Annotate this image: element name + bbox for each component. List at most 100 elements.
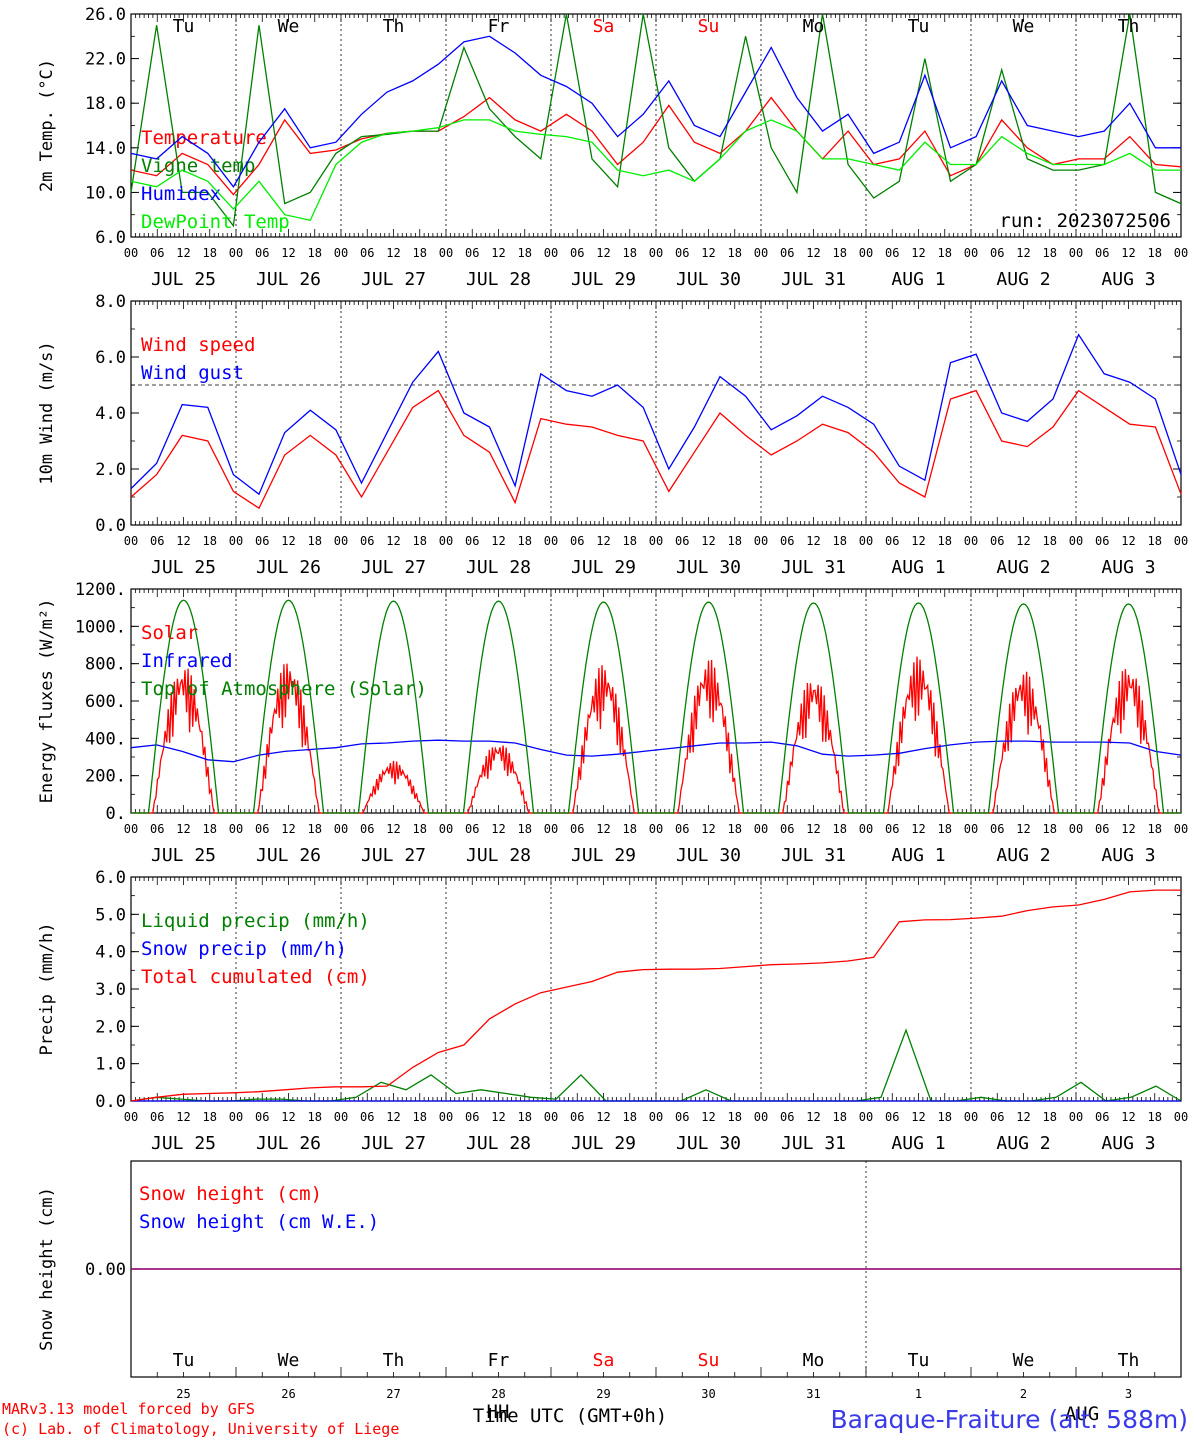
hour-label: 00 [439,822,453,836]
hour-label: 00 [229,1110,243,1124]
day-name-label: Sa [593,16,615,37]
hour-label: 06 [780,534,794,548]
date-label: AUG 1 [891,269,945,290]
legend-entry: Infrared [141,650,233,672]
hour-label: 00 [1174,534,1188,548]
date-label: JUL 30 [676,269,741,290]
hour-label: 12 [491,246,505,260]
hour-label: 06 [570,1110,584,1124]
hour-label: 12 [281,534,295,548]
hour-label: 06 [990,534,1004,548]
hour-label: 18 [728,1110,742,1124]
day-name-label: Th [1118,16,1140,37]
day-number-label: 1 [915,1387,922,1401]
legend-entry: Snow precip (mm/h) [141,938,347,960]
hour-label: 06 [360,1110,374,1124]
hour-label: 06 [150,246,164,260]
hour-label: 12 [491,534,505,548]
y-tick-label: 600. [85,692,126,712]
hour-label: 18 [1148,822,1162,836]
day-name-label: Th [1118,1350,1140,1371]
date-label: AUG 3 [1101,557,1155,578]
date-label: AUG 2 [996,269,1050,290]
date-label: JUL 26 [256,1133,321,1154]
hour-label: 00 [649,822,663,836]
hour-label: 18 [203,246,217,260]
hour-label: 12 [176,822,190,836]
station-title: Baraque-Fraiture (alt. 588m) [830,1405,1188,1434]
hour-label: 12 [596,822,610,836]
series-line-dewpoint-temp [130,119,1181,222]
date-label: JUL 28 [466,269,531,290]
legend-entry: Wind gust [141,362,244,384]
day-name-label: Tu [908,16,930,37]
y-tick-label: 0.0 [95,516,126,536]
y-tick-label: 1.0 [95,1055,126,1075]
hour-label: 00 [334,246,348,260]
hour-label: 06 [465,822,479,836]
hour-label: 12 [596,246,610,260]
hour-label: 06 [990,1110,1004,1124]
date-label: JUL 29 [571,845,636,866]
legend-entry: Solar [141,622,198,644]
hour-label: 06 [255,534,269,548]
day-number-label: 2 [1020,1387,1027,1401]
y-tick-label: 26.0 [85,5,126,25]
hour-label: 00 [229,246,243,260]
y-tick-label: 6.0 [95,868,126,888]
hour-label: 06 [360,246,374,260]
hour-label: 00 [1174,822,1188,836]
credit-line-2: (c) Lab. of Climatology, University of L… [2,1420,399,1438]
hour-label: 00 [124,246,138,260]
day-name-label: We [1013,1350,1035,1371]
legend-entry: Temperature [141,127,267,149]
series-line-wind-speed [130,389,1182,510]
date-label: JUL 26 [256,845,321,866]
hour-label: 18 [308,246,322,260]
day-name-label: We [278,16,300,37]
panel-2: 00 06 12 18 JUL 25 00 06 12 18 JUL 26 00 06 12 18 JUL … [37,292,1188,578]
date-label: JUL 27 [361,269,426,290]
hour-label: 00 [544,822,558,836]
hour-label: 12 [806,246,820,260]
hour-label: 12 [176,1110,190,1124]
series-line-humidex [130,35,1181,188]
hour-label: 06 [675,534,689,548]
hour-label: 12 [1016,1110,1030,1124]
credit-line-1: MARv3.13 model forced by GFS [2,1400,255,1418]
hour-label: 00 [649,246,663,260]
hour-label: 18 [1043,534,1057,548]
y-tick-label: 400. [85,729,126,749]
hour-label: 18 [728,534,742,548]
date-label: JUL 26 [256,557,321,578]
hour-label: 12 [1121,822,1135,836]
hour-label: 00 [1069,534,1083,548]
hour-label: 06 [570,534,584,548]
hour-label: 12 [1121,246,1135,260]
hour-label: 12 [1016,246,1030,260]
date-label: JUL 28 [466,557,531,578]
date-label: JUL 31 [781,845,846,866]
hour-label: 00 [1069,246,1083,260]
hour-label: 06 [990,822,1004,836]
hour-label: 00 [754,1110,768,1124]
hour-label: 12 [806,822,820,836]
date-label: JUL 25 [151,1133,216,1154]
series-line-vigne-temp [130,13,1182,228]
y-tick-label: 200. [85,767,126,787]
y-tick-label: 2.0 [95,1017,126,1037]
hour-label: 06 [780,246,794,260]
hour-label: 06 [360,534,374,548]
day-name-label: Th [383,16,405,37]
legend-entry: Top of Atmosphere (Solar) [141,678,427,700]
hour-label: 12 [701,1110,715,1124]
date-label: JUL 29 [571,557,636,578]
day-name-label: We [278,1350,300,1371]
hour-label: 18 [203,822,217,836]
hour-label: 00 [859,534,873,548]
day-number-label: 27 [386,1387,400,1401]
hour-label: 00 [964,822,978,836]
date-label: AUG 1 [891,845,945,866]
hour-label: 18 [833,246,847,260]
hour-label: 06 [990,246,1004,260]
